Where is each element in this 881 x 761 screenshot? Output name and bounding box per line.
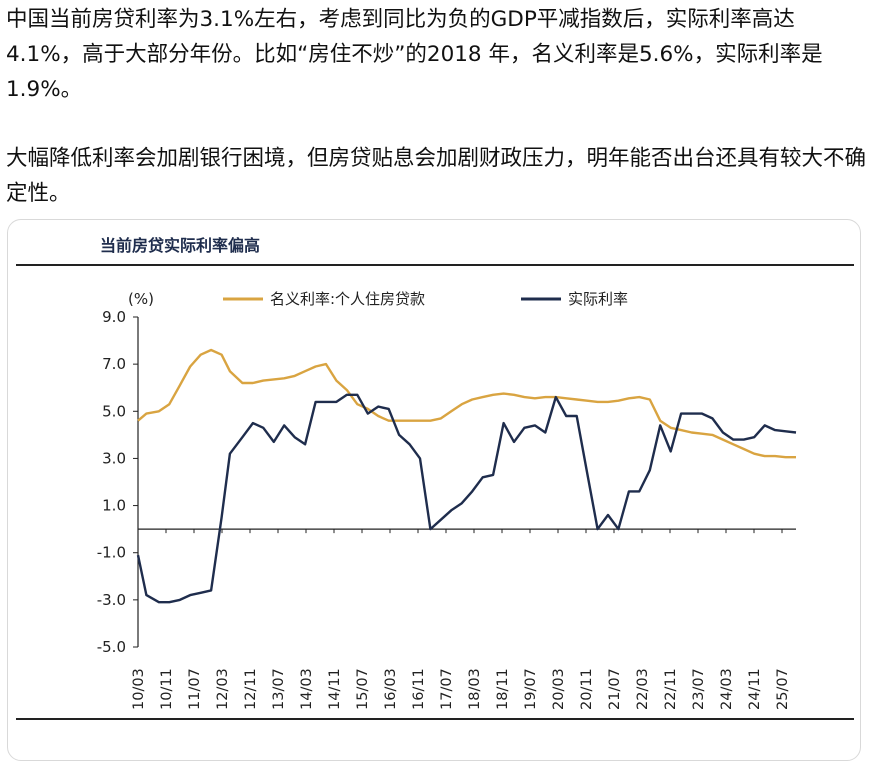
nominal-rate-line xyxy=(137,348,796,459)
x-tick-label: 10/03 xyxy=(131,668,147,710)
y-tick-label: 5.0 xyxy=(102,402,126,420)
post-text: 中国当前房贷利率为3.1%左右，考虑到同比为负的GDP平减指数后，实际利率高达4… xyxy=(6,2,866,245)
x-tick-label: 20/03 xyxy=(551,668,567,710)
x-tick-label: 16/11 xyxy=(411,668,427,710)
x-tick-label: 12/03 xyxy=(215,668,231,710)
real-rate-line xyxy=(136,393,797,604)
x-tick-label: 18/11 xyxy=(495,668,511,710)
x-tick-label: 13/07 xyxy=(271,668,287,710)
chart-image-card[interactable]: 当前房贷实际利率偏高 (%) 名义利率:个人住房贷款 实际利率 9.0 7.0 5.… xyxy=(7,219,861,761)
x-tick-label: 21/07 xyxy=(607,668,623,710)
y-tick-label: -1.0 xyxy=(97,544,126,562)
y-tick-label: 1.0 xyxy=(102,497,126,515)
x-tick-label: 22/11 xyxy=(663,668,679,710)
x-tick-label: 12/11 xyxy=(243,668,259,710)
y-unit-label: (%) xyxy=(128,290,154,308)
x-tick-label: 22/03 xyxy=(635,668,651,710)
y-tick-label: -5.0 xyxy=(97,638,126,656)
x-tick-label: 14/11 xyxy=(327,668,343,710)
legend-real-label: 实际利率 xyxy=(568,290,628,308)
y-tick-label: 9.0 xyxy=(102,308,126,326)
chart-title: 当前房贷实际利率偏高 xyxy=(100,236,260,255)
post-paragraph-2: 大幅降低利率会加剧银行困境，但房贷贴息会加剧财政压力，明年能否出台还具有较大不确… xyxy=(6,146,867,206)
x-tick-label: 10/11 xyxy=(159,668,175,710)
x-tick-label: 19/07 xyxy=(523,668,539,710)
legend-nominal-label: 名义利率:个人住房贷款 xyxy=(270,290,425,308)
x-tick-label: 16/03 xyxy=(383,668,399,710)
series-group xyxy=(136,348,797,604)
y-tick-label: 3.0 xyxy=(102,449,126,467)
x-tick-label: 25/07 xyxy=(775,668,791,710)
x-tick-label: 18/03 xyxy=(467,668,483,710)
axes-group: 9.0 7.0 5.0 3.0 1.0 -1.0 -3.0 -5.0 10/03 10/11 11/… xyxy=(97,308,796,710)
x-tick-label: 23/07 xyxy=(691,668,707,710)
x-tick-label: 24/11 xyxy=(747,668,763,710)
y-tick-label: -3.0 xyxy=(97,591,126,609)
y-tick-label: 7.0 xyxy=(102,355,126,373)
x-tick-label: 15/07 xyxy=(355,668,371,710)
interest-rate-chart: 当前房贷实际利率偏高 (%) 名义利率:个人住房贷款 实际利率 9.0 7.0 5.… xyxy=(16,236,854,720)
x-tick-label: 24/03 xyxy=(719,668,735,710)
x-tick-label: 11/07 xyxy=(187,668,203,710)
post-paragraph-1: 中国当前房贷利率为3.1%左右，考虑到同比为负的GDP平减指数后，实际利率高达4… xyxy=(6,7,823,102)
x-tick-label: 17/07 xyxy=(439,668,455,710)
x-tick-label: 14/03 xyxy=(299,668,315,710)
x-tick-label: 20/11 xyxy=(579,668,595,710)
